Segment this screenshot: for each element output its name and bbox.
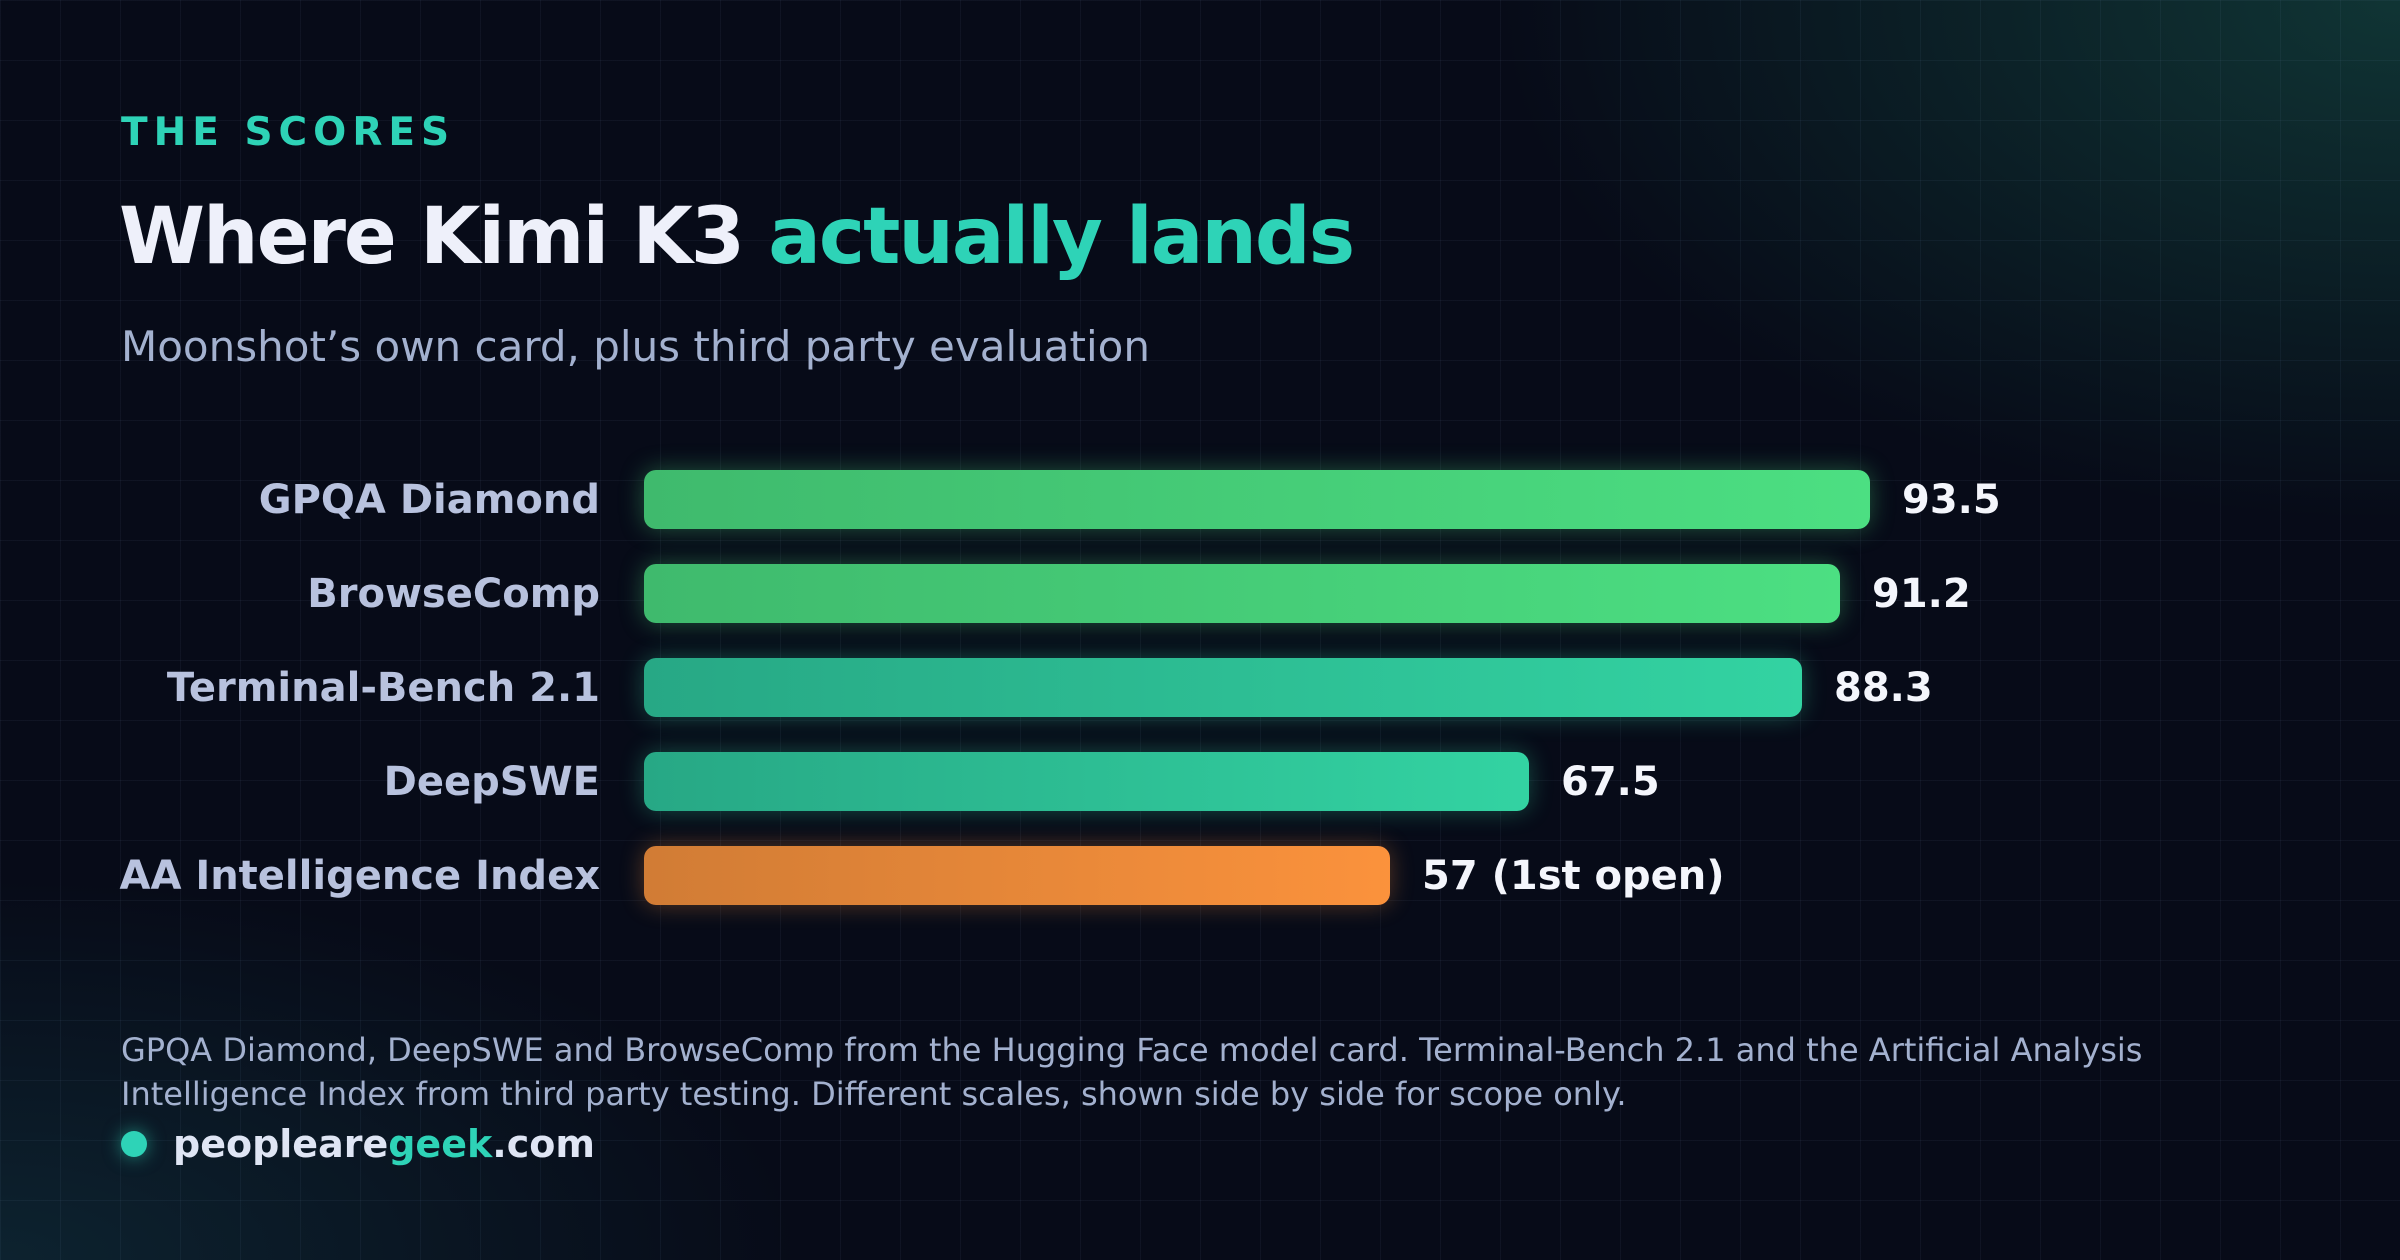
page-title: Where Kimi K3 actually lands <box>119 198 1355 276</box>
title-accent: actually lands <box>768 192 1355 282</box>
brand-dot-icon <box>121 1131 147 1157</box>
brand-suffix: .com <box>492 1122 595 1166</box>
brand: peoplearegeek.com <box>121 1122 595 1166</box>
source-note: GPQA Diamond, DeepSWE and BrowseComp fro… <box>121 1031 2143 1113</box>
bar-category-label: Terminal-Bench 2.1 <box>166 665 600 711</box>
bar-category-label: GPQA Diamond <box>258 477 600 523</box>
bar-row: Terminal-Bench 2.1 88.3 <box>0 658 2400 718</box>
bar-category-label: BrowseComp <box>307 571 600 617</box>
bar <box>644 564 1840 623</box>
bar-row: DeepSWE 67.5 <box>0 752 2400 812</box>
brand-prefix: peopleare <box>173 1122 389 1166</box>
bar <box>644 846 1390 905</box>
bar <box>644 658 1802 717</box>
bar-row: GPQA Diamond 93.5 <box>0 470 2400 530</box>
bar-value-label: 88.3 <box>1834 665 1933 711</box>
bar-row: AA Intelligence Index 57 (1st open) <box>0 846 2400 906</box>
bar <box>644 752 1529 811</box>
bar-value-label: 67.5 <box>1561 759 1660 805</box>
bar <box>644 470 1870 529</box>
bar-value-label: 57 (1st open) <box>1422 853 1725 899</box>
eyebrow-label: THE SCORES <box>121 110 456 155</box>
bar-value-label: 93.5 <box>1902 477 2001 523</box>
bar-chart: GPQA Diamond 93.5 BrowseComp 91.2 Terminal-B… <box>0 470 2400 950</box>
title-main: Where Kimi K3 <box>119 192 769 282</box>
bar-category-label: DeepSWE <box>383 759 600 805</box>
bar-value-label: 91.2 <box>1872 571 1971 617</box>
bar-row: BrowseComp 91.2 <box>0 564 2400 624</box>
bar-category-label: AA Intelligence Index <box>119 853 600 899</box>
brand-name: peoplearegeek.com <box>173 1122 595 1166</box>
brand-highlight: geek <box>388 1122 493 1166</box>
page-subtitle: Moonshot’s own card, plus third party ev… <box>121 322 1150 371</box>
